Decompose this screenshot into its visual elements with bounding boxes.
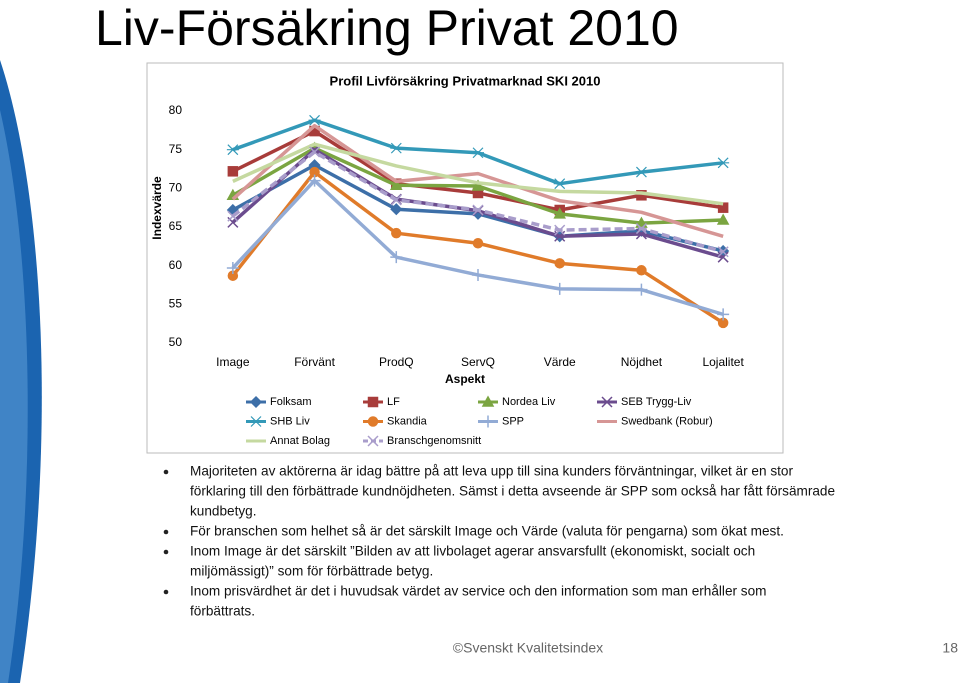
- marker: [717, 251, 729, 263]
- legend-label: Skandia: [387, 415, 428, 427]
- marker: [717, 246, 729, 258]
- chart-title: Profil Livförsäkring Privatmarknad SKI 2…: [330, 73, 601, 88]
- bullet-text: För branschen som helhet så är det särsk…: [190, 524, 784, 539]
- bullet-dot: [163, 589, 169, 595]
- legend-label: Branschgenomsnitt: [387, 435, 481, 447]
- marker: [716, 213, 730, 225]
- y-tick-label: 50: [169, 335, 183, 349]
- marker: [472, 147, 484, 159]
- y-tick-label: 80: [169, 103, 183, 117]
- y-axis-label: Indexvärde: [150, 176, 164, 240]
- marker: [226, 144, 239, 156]
- legend-label: Folksam: [270, 396, 312, 408]
- bullet-text: miljömässigt)” som för förbättrade betyg…: [190, 564, 433, 579]
- marker: [308, 174, 321, 187]
- y-tick-label: 55: [169, 297, 183, 311]
- marker: [367, 416, 379, 427]
- marker: [390, 203, 403, 216]
- marker: [308, 114, 321, 126]
- marker: [390, 251, 403, 264]
- marker: [309, 146, 321, 158]
- legend-label: Annat Bolag: [270, 435, 330, 447]
- marker: [390, 142, 403, 154]
- marker: [635, 166, 648, 178]
- legend-label: LF: [387, 396, 400, 408]
- legend-label: SHB Liv: [270, 415, 310, 427]
- chart-frame: [146, 62, 784, 454]
- bullet-text: förbättrats.: [190, 604, 255, 619]
- legend-label: SPP: [502, 415, 524, 427]
- x-tick-label: Lojalitet: [702, 355, 744, 369]
- bullet-text: Majoriteten av aktörerna är idag bättre …: [190, 464, 793, 479]
- marker: [249, 395, 263, 409]
- series: [226, 174, 730, 321]
- bullet-text: kundbetyg.: [190, 504, 257, 519]
- marker: [553, 178, 566, 190]
- marker: [250, 416, 262, 427]
- marker: [367, 435, 379, 447]
- footer: ©Svenskt Kvalitetsindex: [453, 640, 603, 656]
- marker: [601, 396, 613, 408]
- marker: [227, 166, 239, 177]
- x-tick-label: Image: [216, 355, 250, 369]
- marker: [717, 308, 730, 321]
- series: [231, 123, 724, 238]
- marker: [481, 395, 495, 407]
- y-tick-label: 75: [169, 142, 183, 156]
- x-tick-label: Värde: [544, 355, 576, 369]
- series-line: [231, 123, 724, 238]
- marker: [472, 204, 484, 216]
- marker: [472, 237, 484, 249]
- marker: [554, 258, 565, 269]
- legend-label: Nordea Liv: [502, 396, 556, 408]
- marker: [553, 282, 566, 295]
- page-number: 18: [942, 640, 958, 656]
- y-tick-label: 65: [169, 219, 183, 233]
- marker: [391, 227, 402, 239]
- bullet-dot: [163, 549, 169, 555]
- marker: [482, 415, 494, 428]
- marker: [636, 265, 647, 276]
- marker: [226, 261, 239, 274]
- x-tick-label: ProdQ: [379, 355, 414, 369]
- bullet-text: Inom prisvärdhet är det i huvudsak värde…: [190, 584, 767, 599]
- series: [232, 142, 724, 206]
- marker: [367, 396, 379, 408]
- legend-label: Swedbank (Robur): [621, 415, 713, 427]
- slide-title: Liv-Försäkring Privat 2010: [95, 0, 679, 56]
- y-tick-label: 70: [169, 181, 183, 195]
- marker: [717, 157, 730, 169]
- marker: [390, 178, 403, 190]
- marker: [227, 210, 239, 222]
- marker: [554, 224, 566, 236]
- marker: [553, 207, 566, 219]
- y-tick-label: 60: [169, 258, 183, 272]
- legend-label: SEB Trygg-Liv: [621, 396, 692, 408]
- marker: [635, 283, 648, 296]
- marker: [635, 223, 647, 235]
- bullet-text: Inom Image är det särskilt ”Bilden av at…: [190, 544, 755, 559]
- series: [226, 114, 730, 190]
- decor-swoosh: [0, 110, 28, 683]
- marker: [471, 179, 485, 191]
- bullet-text: förklaring till den förbättrade kundnöjd…: [190, 484, 835, 499]
- x-axis-label: Aspekt: [445, 372, 485, 386]
- x-tick-label: Förvänt: [294, 355, 335, 369]
- series: [227, 146, 729, 258]
- series-line: [232, 142, 724, 206]
- series: [227, 125, 729, 216]
- marker: [472, 268, 484, 281]
- bullet-dot: [163, 529, 169, 535]
- bullet-dot: [163, 469, 169, 475]
- x-tick-label: Nöjdhet: [621, 355, 663, 369]
- marker: [390, 194, 402, 206]
- x-tick-label: ServQ: [461, 355, 495, 369]
